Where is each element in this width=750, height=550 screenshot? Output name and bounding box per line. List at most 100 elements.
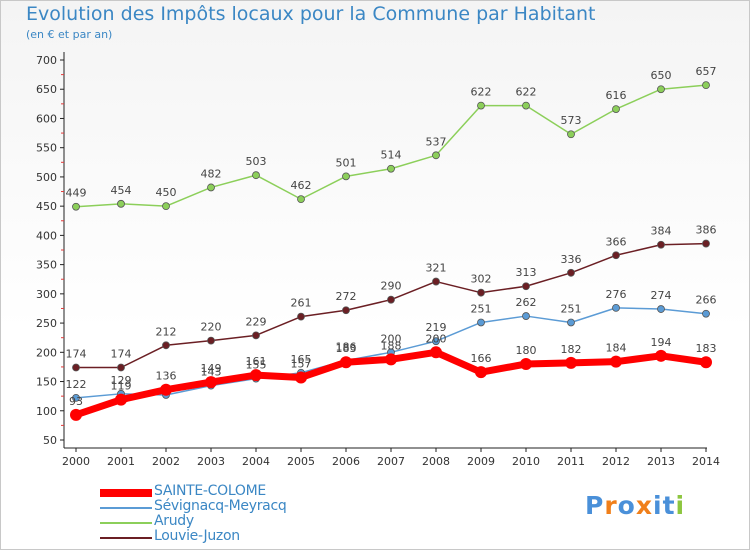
data-point-louvie-juzon [432,277,440,286]
data-point-s-vignacq-meyracq [702,309,710,318]
data-label-louvie-juzon: 386 [696,224,717,237]
data-point-s-vignacq-meyracq [657,305,665,313]
data-point-arudy [702,81,710,90]
y-tick-label: 550 [36,142,57,155]
x-tick-label: 2006 [332,455,360,468]
data-label-s-vignacq-meyracq: 155 [246,359,267,372]
data-label-arudy: 573 [561,114,582,127]
y-tick-label: 500 [36,171,57,184]
data-point-sainte-colome [70,408,82,421]
data-label-s-vignacq-meyracq: 219 [426,321,447,334]
legend-label-louvie-juzon: Louvie-Juzon [154,528,240,544]
data-label-s-vignacq-meyracq: 143 [201,366,222,379]
data-point-arudy [522,101,530,110]
data-point-s-vignacq-meyracq [72,394,80,402]
x-tick-label: 2007 [377,455,405,468]
data-point-arudy [207,183,215,192]
data-point-s-vignacq-meyracq [522,312,530,320]
data-label-arudy: 622 [471,86,492,99]
data-point-louvie-juzon [477,288,485,297]
data-label-sainte-colome: 157 [291,357,312,370]
data-label-s-vignacq-meyracq: 122 [66,378,87,391]
logo-letter: t [662,491,676,520]
data-label-sainte-colome: 93 [69,395,83,408]
data-label-louvie-juzon: 220 [201,321,222,334]
data-label-louvie-juzon: 212 [156,325,177,338]
data-label-s-vignacq-meyracq: 266 [696,294,717,307]
data-point-s-vignacq-meyracq [612,303,620,312]
data-label-sainte-colome: 119 [111,380,132,393]
data-point-louvie-juzon [297,312,305,321]
chart-subtitle: (en € et par an) [26,28,113,41]
data-label-sainte-colome: 200 [426,332,447,345]
data-point-arudy [477,101,485,110]
data-point-louvie-juzon [207,336,215,345]
y-tick-label: 650 [36,83,57,96]
logo-letter: i [675,491,686,520]
legend-swatch-arudy [100,522,152,524]
x-tick-label: 2009 [467,455,495,468]
data-point-louvie-juzon [342,306,350,315]
logo-letter: x [635,491,653,520]
x-tick-label: 2008 [422,455,450,468]
data-label-sainte-colome: 184 [606,342,627,355]
data-label-arudy: 622 [516,86,537,99]
data-point-arudy [117,199,125,208]
data-point-louvie-juzon [387,295,395,304]
data-label-sainte-colome: 149 [201,362,222,375]
data-point-sainte-colome [340,356,352,369]
data-label-louvie-juzon: 302 [471,273,492,286]
data-label-s-vignacq-meyracq: 262 [516,296,537,309]
y-tick-label: 200 [36,346,57,359]
proxiti-logo: Proxiti [585,491,685,520]
logo-letter: P [585,491,605,520]
data-label-louvie-juzon: 366 [606,235,627,248]
data-label-arudy: 482 [201,167,222,180]
legend-label-sainte-colome: SAINTE-COLOME [154,483,266,499]
data-label-s-vignacq-meyracq: 165 [291,353,312,366]
data-label-sainte-colome: 161 [246,355,267,368]
data-label-sainte-colome: 182 [561,343,582,356]
data-point-arudy [432,151,440,160]
data-label-arudy: 650 [651,69,672,82]
x-tick-label: 2003 [197,455,225,468]
y-tick-label: 100 [36,405,57,418]
data-label-louvie-juzon: 313 [516,266,537,279]
data-point-sainte-colome [565,356,577,369]
data-point-louvie-juzon [567,268,575,277]
data-point-arudy [387,164,395,173]
data-point-louvie-juzon [702,239,710,248]
data-label-louvie-juzon: 261 [291,297,312,310]
data-point-arudy [612,105,620,114]
data-point-arudy [297,195,305,204]
data-point-arudy [567,130,575,139]
data-label-sainte-colome: 166 [471,352,492,365]
data-label-s-vignacq-meyracq: 200 [381,332,402,345]
y-tick-label: 350 [36,259,57,272]
x-tick-label: 2001 [107,455,135,468]
data-label-s-vignacq-meyracq: 251 [561,302,582,315]
data-point-sainte-colome [385,353,397,366]
data-point-sainte-colome [475,366,487,379]
y-tick-label: 300 [36,288,57,301]
data-label-louvie-juzon: 174 [66,348,87,361]
data-point-sainte-colome [655,349,667,362]
data-label-s-vignacq-meyracq: 251 [471,302,492,315]
data-point-arudy [342,172,350,181]
data-label-arudy: 462 [291,179,312,192]
x-tick-label: 2004 [242,455,270,468]
legend-swatch-sainte-colome [100,489,152,497]
data-label-s-vignacq-meyracq: 186 [336,340,357,353]
logo-letter: i [653,491,663,520]
data-label-sainte-colome: 180 [516,344,537,357]
data-label-arudy: 514 [381,149,402,162]
logo-letter: r [604,491,618,520]
data-point-sainte-colome [430,346,442,359]
x-tick-label: 2005 [287,455,315,468]
data-point-louvie-juzon [117,363,125,372]
x-tick-label: 2012 [602,455,630,468]
series-louvie-juzon: 174 174 212 220 229 261 272 290 321 302 313 336 366 3… [66,224,717,372]
series-arudy: 449 454 450 482 503 462 501 514 537 622 622 573 616 6… [66,65,717,211]
